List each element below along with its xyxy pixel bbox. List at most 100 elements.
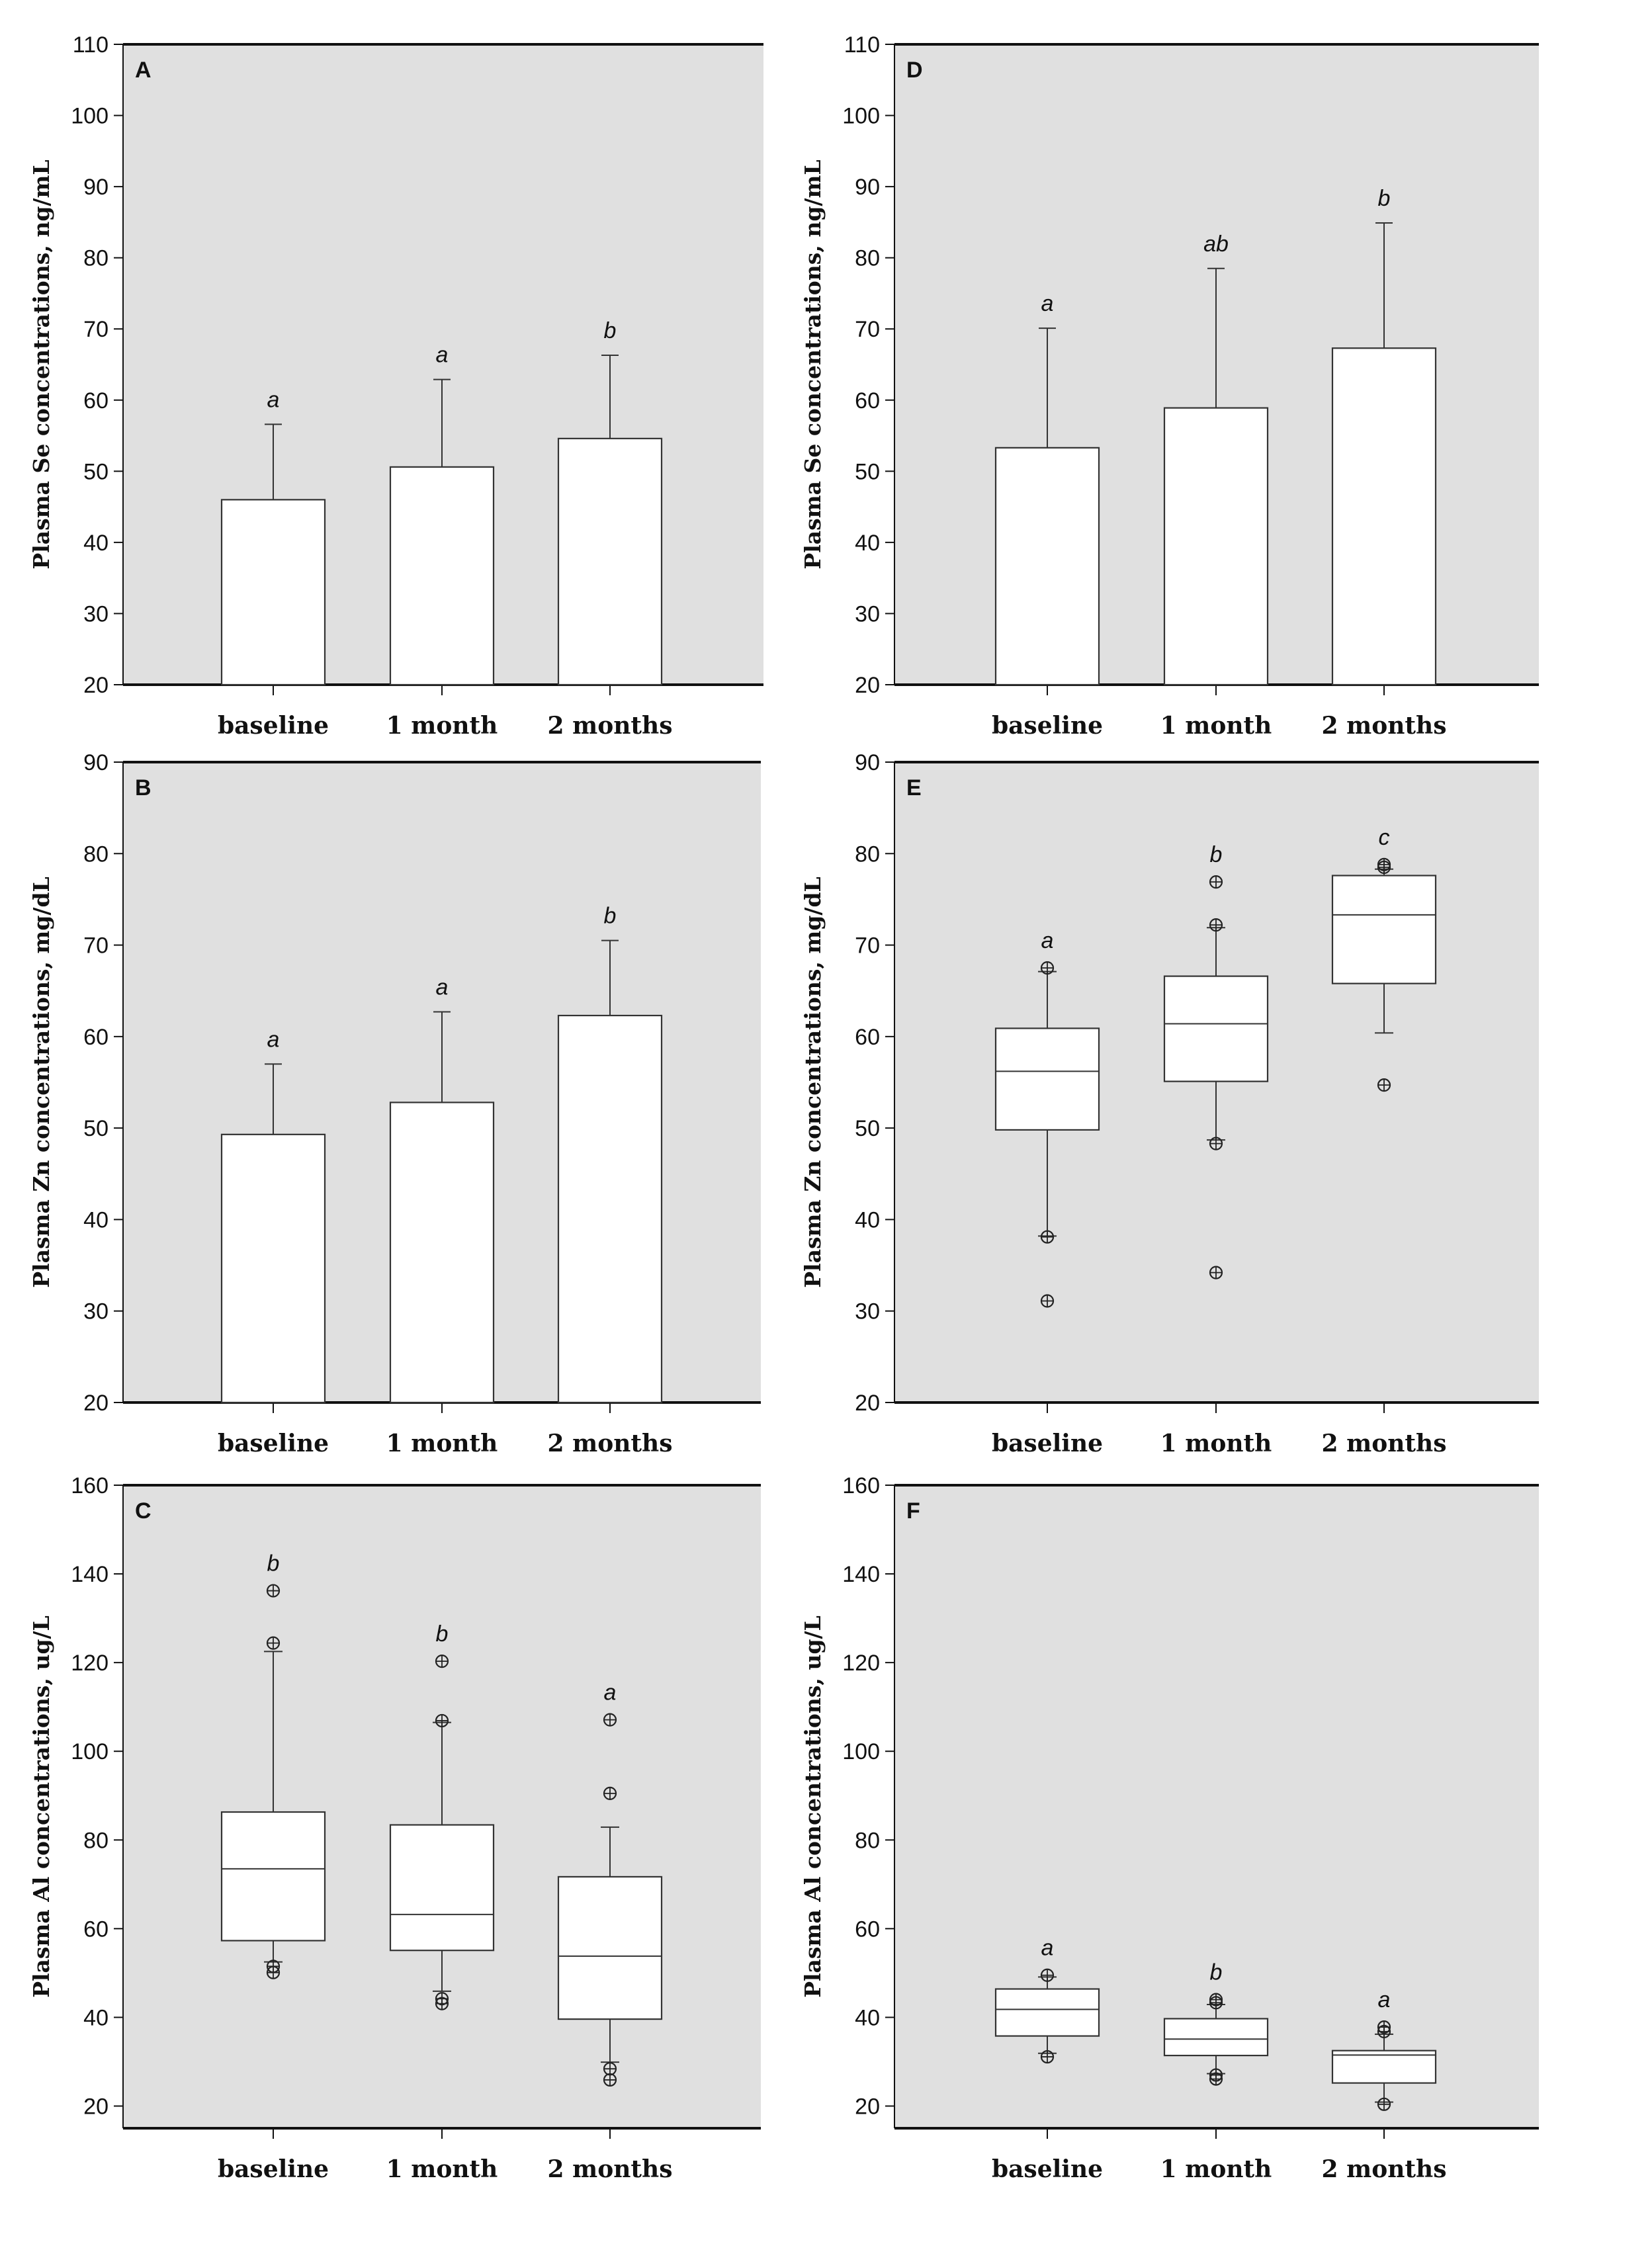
significance-label: a (1041, 291, 1054, 316)
y-tick-label: 20 (855, 1391, 880, 1416)
significance-label: b (1210, 842, 1223, 867)
box (994, 1027, 1100, 1131)
y-axis-label: Plasma Al concentrations, ug/L (28, 1616, 54, 1998)
significance-label: b (1378, 186, 1391, 211)
y-tick-label: 100 (842, 1739, 880, 1764)
bar (389, 466, 495, 686)
y-tick-label: 90 (83, 750, 109, 775)
significance-label: b (604, 318, 617, 343)
y-axis-label: Plasma Zn concentrations, mg/dL (800, 877, 826, 1288)
bar (389, 1101, 495, 1404)
y-axis-label: Plasma Se concentrations, ng/mL (800, 159, 826, 569)
y-tick-label: 30 (855, 1299, 880, 1324)
box (1331, 875, 1437, 984)
significance-label: a (267, 1027, 280, 1052)
x-tick-label: 1 month (386, 2155, 498, 2183)
y-tick-label: 140 (842, 1562, 880, 1587)
y-tick-label: 80 (855, 246, 880, 271)
y-tick-label: 160 (842, 1473, 880, 1498)
y-tick-label: 60 (83, 1917, 109, 1942)
bar (1331, 347, 1437, 686)
significance-label: ab (1203, 232, 1229, 257)
bar (557, 1014, 663, 1404)
y-tick-label: 30 (855, 601, 880, 626)
bar (1163, 407, 1269, 686)
y-tick-label: 70 (83, 933, 109, 959)
panel-letter: A (135, 58, 152, 83)
x-tick-label: 1 month (1160, 712, 1272, 740)
box (557, 1876, 663, 2020)
bar (557, 437, 663, 686)
box (220, 1811, 326, 1942)
significance-label: a (436, 343, 449, 368)
panel-letter: D (906, 58, 923, 83)
y-tick-label: 30 (83, 1299, 109, 1324)
x-tick-label: baseline (992, 2155, 1103, 2183)
y-tick-label: 40 (855, 1207, 880, 1232)
y-tick-label: 20 (83, 1391, 109, 1416)
x-tick-label: 1 month (386, 712, 498, 740)
y-tick-label: 20 (83, 2094, 109, 2119)
y-tick-label: 70 (855, 933, 880, 959)
x-tick-label: baseline (992, 1430, 1103, 1457)
y-tick-label: 20 (855, 673, 880, 698)
panel-e: 20 30 40 50 60 70 80 90 baseline 1 month 2 months P… (800, 750, 1539, 1457)
y-tick-label: 60 (83, 1025, 109, 1050)
x-tick-label: 2 months (548, 712, 673, 740)
y-tick-label: 30 (83, 601, 109, 626)
significance-label: a (436, 975, 449, 1000)
y-tick-label: 80 (83, 1828, 109, 1853)
panel-letter: B (135, 775, 152, 800)
significance-label: a (604, 1680, 617, 1705)
y-tick-label: 40 (855, 531, 880, 556)
significance-label: b (267, 1551, 280, 1576)
y-tick-label: 20 (83, 673, 109, 698)
panel-d: 20 30 40 50 60 70 80 90 100 110 baseline 1 month 2 m… (800, 32, 1539, 740)
y-tick-label: 110 (73, 32, 109, 58)
y-tick-label: 120 (842, 1651, 880, 1676)
y-tick-label: 100 (71, 1739, 109, 1764)
box (1163, 975, 1269, 1082)
y-tick-label: 120 (71, 1651, 109, 1676)
y-tick-label: 140 (71, 1562, 109, 1587)
y-tick-label: 50 (83, 1116, 109, 1141)
significance-label: c (1379, 825, 1390, 850)
x-tick-label: 2 months (548, 2155, 673, 2183)
significance-label: b (1210, 1960, 1223, 1985)
y-tick-label: 40 (83, 2005, 109, 2030)
panel-letter: E (906, 775, 922, 800)
y-tick-label: 50 (83, 459, 109, 484)
bar (994, 447, 1100, 686)
significance-label: a (1041, 1936, 1054, 1961)
y-tick-label: 60 (83, 388, 109, 413)
y-tick-label: 100 (842, 104, 880, 129)
panel-a: 20 30 40 50 60 70 80 90 100 110 baseline 1 month 2 m… (28, 32, 763, 740)
y-tick-label: 60 (855, 388, 880, 413)
panel-letter: F (906, 1498, 920, 1524)
x-tick-label: 1 month (1160, 2155, 1272, 2183)
significance-label: a (1378, 1987, 1391, 2012)
significance-label: a (1041, 928, 1054, 953)
panel-b: 20 30 40 50 60 70 80 90 baseline 1 month 2 months P… (28, 750, 761, 1457)
y-tick-label: 60 (855, 1025, 880, 1050)
y-tick-label: 90 (83, 175, 109, 200)
y-tick-label: 80 (855, 1828, 880, 1853)
y-axis-label: Plasma Se concentrations, ng/mL (28, 159, 54, 569)
panel-c: 20 40 60 80 100 120 140 160 baseline 1 month 2 mon… (28, 1473, 761, 2183)
box (1163, 2018, 1269, 2057)
panel-letter: C (135, 1498, 152, 1524)
y-tick-label: 60 (855, 1917, 880, 1942)
y-tick-label: 80 (855, 842, 880, 867)
x-tick-label: baseline (218, 712, 329, 740)
bar (220, 1133, 326, 1404)
y-tick-label: 80 (83, 246, 109, 271)
y-tick-label: 90 (855, 175, 880, 200)
y-axis-label: Plasma Al concentrations, ug/L (800, 1616, 826, 1998)
y-tick-label: 90 (855, 750, 880, 775)
x-tick-label: 1 month (386, 1430, 498, 1457)
x-tick-label: baseline (218, 1430, 329, 1457)
box (389, 1824, 495, 1952)
y-axis-label: Plasma Zn concentrations, mg/dL (28, 877, 54, 1288)
y-tick-label: 40 (855, 2005, 880, 2030)
y-tick-label: 100 (71, 104, 109, 129)
